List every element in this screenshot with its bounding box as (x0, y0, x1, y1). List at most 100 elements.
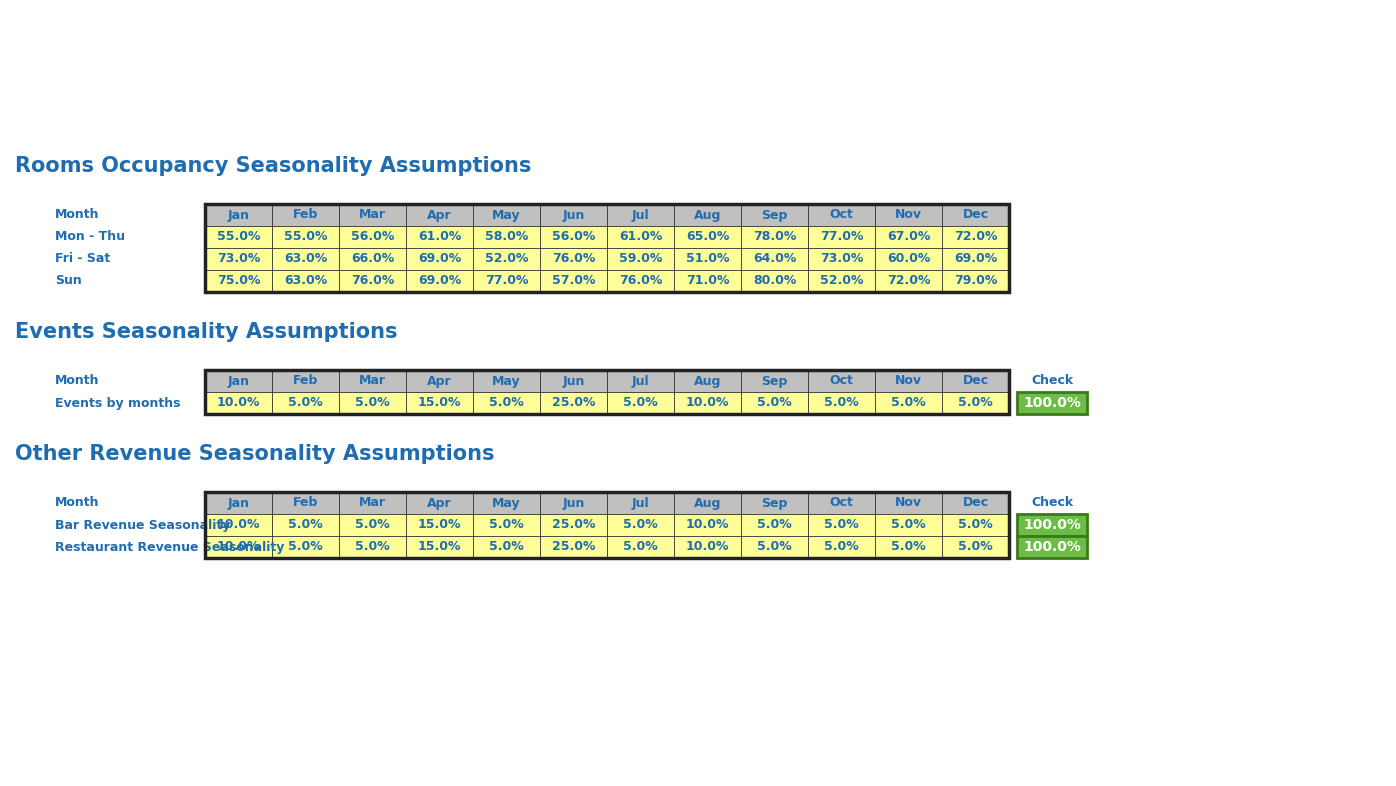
Bar (875, 392, 942, 414)
Text: 25.0%: 25.0% (551, 396, 595, 410)
Text: Feb: Feb (293, 208, 318, 222)
Text: Sep: Sep (761, 208, 787, 222)
Bar (205, 392, 272, 414)
Text: 59.0%: 59.0% (618, 252, 662, 266)
Text: Dec: Dec (962, 208, 988, 222)
Bar (741, 226, 808, 248)
Bar (406, 370, 473, 392)
Bar (406, 248, 473, 270)
Bar (875, 226, 942, 248)
Text: Jan: Jan (228, 374, 250, 387)
Text: 5.0%: 5.0% (288, 519, 322, 531)
Text: Jan: Jan (228, 497, 250, 509)
Bar (339, 226, 406, 248)
Bar (808, 514, 875, 536)
Text: 76.0%: 76.0% (350, 274, 394, 288)
Text: 60.0%: 60.0% (886, 252, 930, 266)
Bar (808, 226, 875, 248)
Text: Aug: Aug (694, 208, 722, 222)
Text: 5.0%: 5.0% (355, 396, 389, 410)
Bar (473, 492, 540, 514)
Text: 72.0%: 72.0% (886, 274, 930, 288)
Text: 5.0%: 5.0% (824, 519, 859, 531)
Bar (339, 392, 406, 414)
Text: Check: Check (1030, 374, 1074, 387)
Text: 56.0%: 56.0% (551, 230, 595, 244)
Bar (674, 392, 741, 414)
Bar (473, 248, 540, 270)
Bar (205, 204, 1009, 292)
Bar (272, 370, 339, 392)
Text: Nov: Nov (895, 497, 921, 509)
Bar (674, 204, 741, 226)
Bar (540, 536, 607, 558)
Text: 58.0%: 58.0% (484, 230, 528, 244)
Bar (339, 370, 406, 392)
Bar (607, 514, 674, 536)
Bar (1018, 536, 1087, 558)
Bar (875, 536, 942, 558)
Bar (339, 514, 406, 536)
Bar (808, 270, 875, 292)
Text: May: May (493, 208, 521, 222)
Text: Apr: Apr (427, 497, 452, 509)
Text: 5.0%: 5.0% (623, 519, 658, 531)
Text: 15.0%: 15.0% (417, 396, 461, 410)
Bar (808, 392, 875, 414)
Text: Fri - Sat: Fri - Sat (54, 252, 110, 266)
Text: 80.0%: 80.0% (752, 274, 796, 288)
Text: Nov: Nov (895, 208, 921, 222)
Bar (540, 270, 607, 292)
Text: 100.0%: 100.0% (1023, 396, 1081, 410)
Text: Mon - Thu: Mon - Thu (54, 230, 126, 244)
Text: 5.0%: 5.0% (891, 519, 926, 531)
Bar (607, 392, 674, 414)
Text: 25.0%: 25.0% (551, 519, 595, 531)
Bar (272, 536, 339, 558)
Text: 5.0%: 5.0% (288, 396, 322, 410)
Text: Dec: Dec (962, 497, 988, 509)
Bar (942, 492, 1009, 514)
Text: Mar: Mar (359, 374, 387, 387)
Bar (205, 370, 1009, 414)
Bar (272, 514, 339, 536)
Bar (942, 392, 1009, 414)
Text: 78.0%: 78.0% (752, 230, 796, 244)
Bar (272, 492, 339, 514)
Text: 73.0%: 73.0% (216, 252, 260, 266)
Text: 10.0%: 10.0% (216, 541, 260, 553)
Text: 71.0%: 71.0% (685, 274, 729, 288)
Text: 5.0%: 5.0% (958, 541, 993, 553)
Bar (875, 248, 942, 270)
Bar (205, 492, 272, 514)
Text: Oct: Oct (829, 208, 853, 222)
Bar (406, 514, 473, 536)
Bar (607, 204, 674, 226)
Bar (674, 270, 741, 292)
Bar (272, 270, 339, 292)
Bar (406, 492, 473, 514)
Text: 55.0%: 55.0% (283, 230, 327, 244)
Bar (741, 536, 808, 558)
Bar (1018, 514, 1087, 536)
Text: Bar Revenue Seasonality: Bar Revenue Seasonality (54, 519, 230, 531)
Bar (272, 248, 339, 270)
Bar (741, 370, 808, 392)
Text: 63.0%: 63.0% (283, 252, 327, 266)
Text: 5.0%: 5.0% (824, 541, 859, 553)
Bar (540, 492, 607, 514)
Text: 77.0%: 77.0% (819, 230, 863, 244)
Text: 10.0%: 10.0% (216, 519, 260, 531)
Bar (875, 204, 942, 226)
Bar (741, 492, 808, 514)
Text: 100.0%: 100.0% (1023, 518, 1081, 532)
Text: Feb: Feb (293, 374, 318, 387)
Bar (1018, 392, 1087, 414)
Bar (205, 514, 272, 536)
Text: 56.0%: 56.0% (350, 230, 394, 244)
Text: 5.0%: 5.0% (288, 541, 322, 553)
Text: Jul: Jul (631, 497, 649, 509)
Text: 10.0%: 10.0% (685, 519, 729, 531)
Text: Restaurant Revenue Seasonality: Restaurant Revenue Seasonality (54, 541, 285, 553)
Bar (473, 514, 540, 536)
